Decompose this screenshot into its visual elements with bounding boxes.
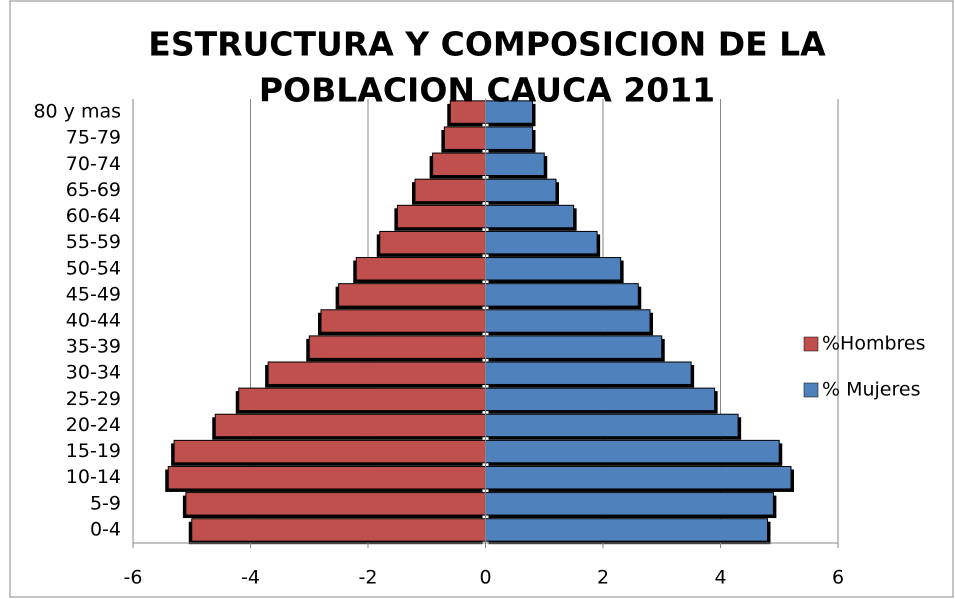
x-tick-label: 6 <box>832 567 844 589</box>
bar <box>485 152 545 177</box>
bar <box>485 335 663 359</box>
y-tick-label: 10-14 <box>66 466 121 488</box>
y-tick-label: 15-19 <box>66 440 121 462</box>
x-tick-label: -2 <box>359 567 378 589</box>
bar <box>485 492 774 516</box>
bar <box>355 257 486 281</box>
y-tick-label: 75-79 <box>66 127 121 149</box>
x-tick-label: 0 <box>479 567 491 589</box>
bar <box>485 465 792 490</box>
legend-label: % Mujeres <box>822 379 920 401</box>
bar <box>485 387 716 412</box>
bar <box>173 439 486 464</box>
y-tick-label: 70-74 <box>66 153 121 175</box>
legend-swatch <box>803 382 819 398</box>
y-tick-label: 65-69 <box>66 179 121 201</box>
y-tick-label: 35-39 <box>66 336 121 358</box>
bar <box>320 309 486 333</box>
bar <box>485 126 533 150</box>
bar <box>485 413 739 438</box>
bar <box>396 204 486 229</box>
x-tick-label: -6 <box>124 567 143 589</box>
bar <box>485 230 598 255</box>
bar <box>308 335 486 359</box>
bar <box>485 518 768 542</box>
x-tick-label: 4 <box>714 567 726 589</box>
bar <box>167 465 486 490</box>
bar <box>485 309 651 333</box>
legend-swatch <box>803 336 819 352</box>
bar <box>191 518 486 542</box>
bar <box>185 492 486 516</box>
y-tick-label: 20-24 <box>66 414 121 436</box>
y-tick-label: 5-9 <box>90 492 121 514</box>
y-tick-label: 50-54 <box>66 257 121 279</box>
bar <box>379 230 486 255</box>
x-tick-label: 2 <box>597 567 609 589</box>
chart-title: POBLACION CAUCA 2011 <box>259 71 715 110</box>
bar <box>414 178 486 203</box>
bar <box>485 283 639 307</box>
y-tick-label: 0-4 <box>90 518 121 540</box>
y-tick-label: 55-59 <box>66 231 121 253</box>
bar <box>485 257 622 281</box>
bar <box>485 204 575 229</box>
bar <box>485 439 780 464</box>
chart-title: ESTRUCTURA Y COMPOSICION DE LA <box>148 25 826 64</box>
bar <box>443 126 486 150</box>
legend-label: %Hombres <box>822 333 926 355</box>
bar <box>485 178 557 203</box>
y-tick-label: 45-49 <box>66 283 121 305</box>
y-tick-label: 60-64 <box>66 205 121 227</box>
bar <box>267 361 486 385</box>
bar <box>432 152 486 177</box>
bar <box>338 283 486 307</box>
y-tick-label: 40-44 <box>66 310 121 332</box>
y-tick-label: 80 y mas <box>33 101 121 123</box>
bar <box>238 387 486 412</box>
x-tick-label: -4 <box>241 567 260 589</box>
y-tick-label: 30-34 <box>66 362 121 384</box>
y-tick-label: 25-29 <box>66 388 121 410</box>
bar <box>214 413 486 438</box>
bar <box>485 361 692 385</box>
